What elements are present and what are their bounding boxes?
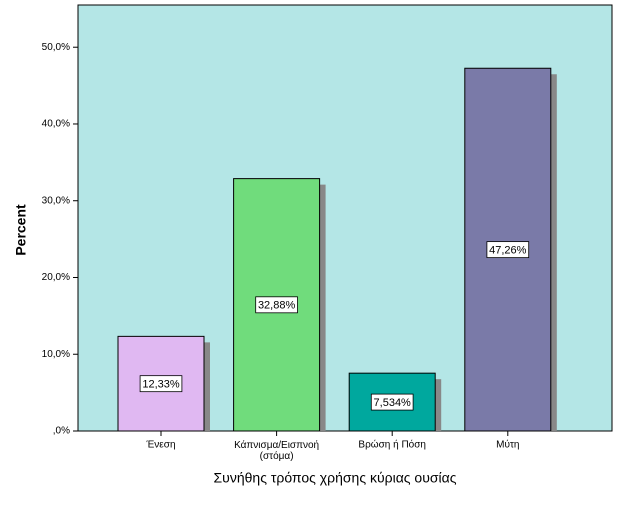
y-tick-label: 10,0%: [42, 349, 70, 360]
x-tick-label-line: (στόμα): [260, 450, 294, 462]
bar: [348, 372, 436, 432]
x-tick-label-line: Κάπνισμα/Εισπνοή: [234, 439, 319, 451]
x-tick-label: Κάπνισμα/Εισπνοή (στόμα): [234, 439, 319, 462]
value-label: 7,534%: [374, 397, 412, 409]
y-tick-label: 30,0%: [42, 195, 70, 206]
value-label: 47,26%: [489, 245, 527, 257]
y-tick-label: ,0%: [53, 426, 70, 437]
x-axis-label: Συνήθης τρόπος χρήσης κύριας ουσίας: [214, 470, 457, 486]
value-label-box: [139, 375, 183, 393]
y-tick-label: 50,0%: [42, 42, 70, 53]
y-axis-label: Percent: [13, 204, 29, 256]
value-label-box: [255, 296, 298, 314]
value-label: 12,33%: [142, 379, 180, 391]
x-tick-label: Βρώση ή Πόση: [358, 439, 426, 451]
value-label: 32,88%: [258, 300, 296, 312]
y-tick-label: 20,0%: [42, 272, 70, 283]
value-label-box: [486, 241, 530, 259]
x-tick-label: Μύτη: [496, 439, 519, 451]
value-label-box: [370, 393, 414, 411]
y-tick-label: 40,0%: [42, 119, 70, 130]
x-tick-label: Ένεση: [145, 440, 175, 451]
